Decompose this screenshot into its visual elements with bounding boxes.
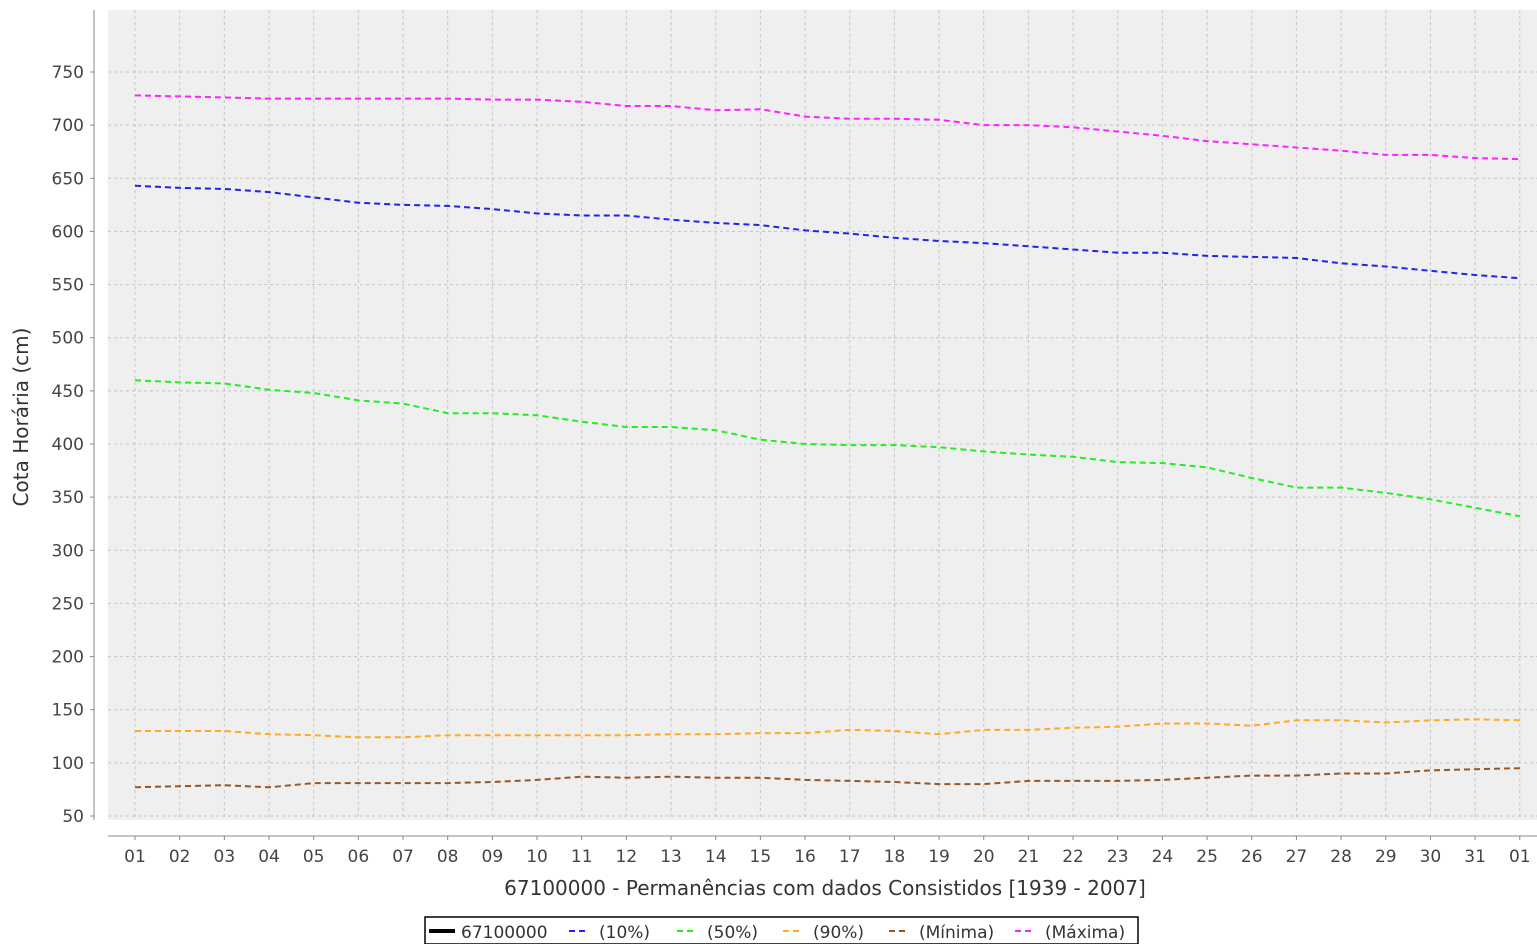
x-tick-label: 14 (705, 847, 727, 867)
legend-label: (10%) (599, 923, 650, 943)
y-tick-label: 400 (52, 435, 84, 455)
x-tick-label: 27 (1286, 847, 1308, 867)
x-tick-label: 15 (750, 847, 772, 867)
x-axis-title: 67100000 - Permanências com dados Consis… (504, 876, 1146, 900)
x-tick-label: 25 (1196, 847, 1218, 867)
x-tick-label: 10 (526, 847, 548, 867)
x-tick-label: 12 (616, 847, 638, 867)
x-tick-label: 06 (348, 847, 370, 867)
x-tick-label: 13 (660, 847, 682, 867)
y-tick-label: 350 (52, 488, 84, 508)
x-tick-label: 23 (1107, 847, 1129, 867)
x-tick-label: 20 (973, 847, 995, 867)
x-tick-label: 04 (258, 847, 280, 867)
x-tick-label: 22 (1062, 847, 1084, 867)
x-tick-label: 07 (392, 847, 414, 867)
series-lines (134, 94, 1520, 789)
legend-label: 67100000 (461, 923, 548, 943)
y-tick-label: 300 (52, 541, 84, 561)
series-line-mínima (134, 767, 1520, 789)
series-line-50 (134, 379, 1520, 518)
legend-label: (90%) (813, 923, 864, 943)
y-tick-label: 550 (52, 276, 84, 296)
series-line-90 (135, 718, 1520, 739)
x-tick-label: 26 (1241, 847, 1263, 867)
y-tick-label: 100 (52, 754, 84, 774)
x-tick-label: 30 (1420, 847, 1442, 867)
y-tick-label: 750 (52, 63, 84, 83)
x-tick-label: 28 (1330, 847, 1352, 867)
x-tick-label: 16 (794, 847, 816, 867)
legend-label: (Mínima) (919, 923, 994, 943)
y-tick-label: 500 (52, 329, 84, 349)
x-tick-label: 05 (303, 847, 325, 867)
y-tick-label: 50 (62, 807, 84, 827)
x-tick-label: 24 (1152, 847, 1174, 867)
x-tick-label: 03 (214, 847, 236, 867)
y-tick-label: 150 (52, 701, 84, 721)
x-tick-label: 02 (169, 847, 191, 867)
x-tick-label: 19 (928, 847, 950, 867)
y-tick-labels: 50 100 150 200 250 300 350 400 450 500 550 600 650 70… (52, 63, 94, 827)
y-tick-label: 450 (52, 382, 84, 402)
y-tick-label: 250 (52, 594, 84, 614)
series-line-10 (134, 184, 1520, 280)
axes (93, 10, 1537, 837)
legend: 67100000 (10%) (50%) (90%) (Mínima) (Máxima) (424, 916, 1139, 944)
legend-label: (Máxima) (1045, 923, 1125, 943)
x-tick-label: 18 (884, 847, 906, 867)
y-axis-title: Cota Horária (cm) (9, 328, 33, 507)
y-tick-label: 600 (52, 222, 84, 242)
x-tick-labels: 01 02 03 04 05 06 07 08 09 10 11 12 13 14 15 16 17 18 19 20… (124, 836, 1531, 867)
x-tick-label: 29 (1375, 847, 1397, 867)
x-tick-label: 08 (437, 847, 459, 867)
x-tick-label: 17 (839, 847, 861, 867)
x-tick-label: 31 (1464, 847, 1486, 867)
x-tick-label: 11 (571, 847, 593, 867)
x-tick-label: 21 (1018, 847, 1040, 867)
legend-items: 67100000 (10%) (50%) (90%) (Mínima) (Máxima) (429, 923, 1125, 943)
x-tick-label: 01 (1509, 847, 1531, 867)
x-tick-label: 09 (482, 847, 504, 867)
y-tick-label: 650 (52, 169, 84, 189)
plot-background (108, 10, 1537, 820)
y-tick-label: 200 (52, 648, 84, 668)
series-line-máxima (134, 94, 1520, 161)
y-tick-label: 700 (52, 116, 84, 136)
grid-lines (108, 10, 1537, 820)
legend-label: (50%) (707, 923, 758, 943)
x-tick-label: 01 (124, 847, 146, 867)
